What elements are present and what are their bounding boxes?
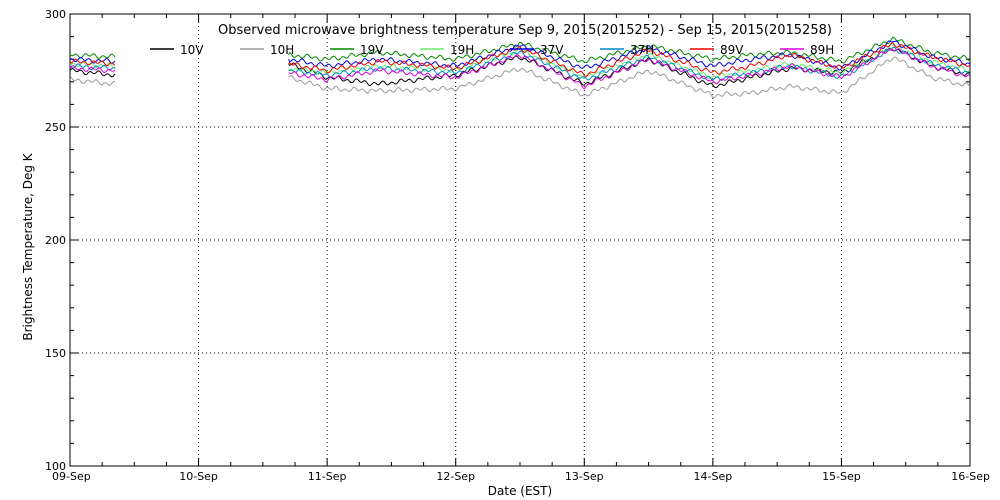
series-line-89h	[69, 48, 971, 90]
grid-layer	[70, 14, 970, 466]
y-tick-label: 150	[45, 347, 66, 360]
legend: 10V 10H 19V 19H 37V 37H 89V 89H	[150, 43, 834, 57]
ticks-layer: 100 150 200 250 300 09-Sep 10-Sep 11-Sep 12-Sep 1…	[45, 8, 990, 483]
y-tick-label: 100	[45, 460, 66, 473]
x-tick-label: 15-Sep	[822, 470, 861, 483]
x-tick-label: 12-Sep	[436, 470, 475, 483]
x-tick-label: 14-Sep	[694, 470, 733, 483]
series-layer	[69, 36, 971, 99]
legend-label-19v: 19V	[360, 43, 384, 57]
series-line-10h	[69, 56, 971, 99]
series-line-37h	[69, 46, 971, 81]
y-tick-label: 250	[45, 121, 66, 134]
chart-title: Observed microwave brightness temperatur…	[218, 23, 832, 38]
legend-label-37v: 37V	[540, 43, 564, 57]
y-axis-title: Brightness Temperature, Deg K	[21, 152, 35, 340]
x-tick-label: 16-Sep	[951, 470, 990, 483]
legend-label-10v: 10V	[180, 43, 204, 57]
x-tick-label: 09-Sep	[52, 470, 91, 483]
legend-label-89h: 89H	[810, 43, 834, 57]
legend-label-89v: 89V	[720, 43, 744, 57]
x-tick-label: 13-Sep	[565, 470, 604, 483]
x-axis-title: Date (EST)	[488, 484, 552, 498]
y-tick-label: 200	[45, 234, 66, 247]
series-line-10v	[69, 47, 971, 89]
plot-area	[69, 13, 971, 467]
legend-label-37h: 37H	[630, 43, 654, 57]
x-tick-label: 10-Sep	[179, 470, 218, 483]
legend-label-10h: 10H	[270, 43, 294, 57]
x-tick-label: 11-Sep	[308, 470, 347, 483]
series-line-19v	[69, 36, 971, 64]
y-tick-label: 300	[45, 8, 66, 21]
series-line-89v	[69, 42, 971, 77]
legend-label-19h: 19H	[450, 43, 474, 57]
